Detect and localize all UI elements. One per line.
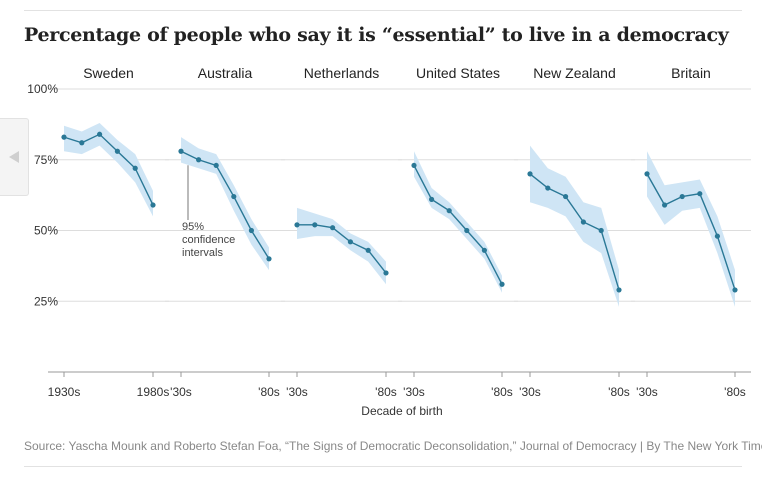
- data-point: [446, 208, 452, 214]
- x-axis-label: Decade of birth: [361, 404, 443, 418]
- data-point: [429, 196, 435, 202]
- x-tick-label: '80s: [258, 385, 280, 399]
- confidence-band: [181, 137, 269, 271]
- confidence-band: [64, 122, 153, 217]
- y-tick-label: 100%: [27, 82, 58, 96]
- data-point: [499, 281, 505, 287]
- annotation-text: 95%: [182, 221, 204, 233]
- series-line: [297, 224, 387, 274]
- data-point: [644, 171, 650, 177]
- x-tick-label: 1980s: [137, 385, 170, 399]
- data-point: [178, 148, 184, 154]
- x-tick-label: 1930s: [48, 385, 81, 399]
- confidence-band: [414, 151, 502, 293]
- data-point: [616, 287, 622, 293]
- top-rule: [24, 10, 742, 11]
- data-point: [231, 193, 237, 200]
- annotation-text: intervals: [182, 247, 223, 259]
- data-point: [580, 219, 587, 225]
- confidence-band: [647, 151, 735, 307]
- x-tick-label: '80s: [608, 385, 630, 399]
- series-line: [63, 133, 154, 206]
- data-point: [598, 227, 604, 234]
- x-tick-label: '80s: [724, 385, 746, 399]
- data-point: [213, 162, 219, 169]
- data-point: [97, 131, 103, 137]
- panel-title: Sweden: [83, 65, 134, 81]
- data-point: [411, 162, 417, 169]
- series-line: [413, 165, 503, 285]
- series-line: [646, 173, 736, 291]
- data-point: [196, 157, 202, 163]
- bottom-rule: [24, 466, 742, 467]
- data-point: [679, 193, 685, 200]
- x-tick-label: '80s: [375, 385, 397, 399]
- data-point: [132, 165, 138, 171]
- y-tick-label: 25%: [34, 294, 58, 308]
- data-point: [481, 247, 487, 253]
- series-line: [529, 173, 620, 291]
- data-point: [266, 256, 272, 262]
- chevron-left-icon: [9, 151, 19, 163]
- data-point: [714, 233, 721, 239]
- panel-title: Australia: [198, 65, 253, 81]
- source-note: Source: Yascha Mounk and Roberto Stefan …: [24, 439, 762, 453]
- x-tick-label: '80s: [491, 385, 513, 399]
- data-point: [312, 222, 318, 228]
- data-point: [527, 171, 533, 177]
- data-point: [150, 202, 156, 208]
- panel-title: Britain: [671, 65, 711, 81]
- confidence-band: [297, 207, 386, 285]
- data-point: [248, 227, 254, 234]
- x-tick-label: '30s: [519, 385, 541, 399]
- data-point: [732, 287, 738, 293]
- data-point: [662, 202, 668, 208]
- panel-title: New Zealand: [533, 65, 616, 81]
- data-point: [347, 239, 353, 245]
- data-point: [365, 247, 371, 253]
- panel-title: Netherlands: [304, 65, 380, 81]
- series-line: [180, 150, 270, 260]
- data-point: [545, 185, 551, 191]
- chart-title: Percentage of people who say it is “esse…: [24, 24, 729, 46]
- annotation-text: confidence: [182, 234, 235, 246]
- data-point: [697, 191, 703, 197]
- y-tick-label: 50%: [34, 224, 58, 238]
- x-tick-label: '30s: [286, 385, 308, 399]
- data-point: [383, 270, 389, 276]
- x-tick-label: '30s: [403, 385, 425, 399]
- data-point: [294, 222, 300, 228]
- data-point: [464, 227, 470, 234]
- chart-area: Sweden 1930s 1980s Australia '30s '80s 95%conf…: [27, 65, 751, 399]
- previous-tab[interactable]: [0, 118, 29, 196]
- x-tick-label: '30s: [636, 385, 658, 399]
- x-tick-label: '30s: [170, 385, 192, 399]
- y-tick-label: 75%: [34, 153, 58, 167]
- data-point: [114, 148, 120, 154]
- confidence-band: [530, 145, 619, 307]
- data-point: [563, 193, 569, 200]
- data-point: [61, 134, 67, 140]
- data-point: [79, 140, 85, 146]
- data-point: [330, 225, 336, 231]
- panel-title: United States: [416, 65, 500, 81]
